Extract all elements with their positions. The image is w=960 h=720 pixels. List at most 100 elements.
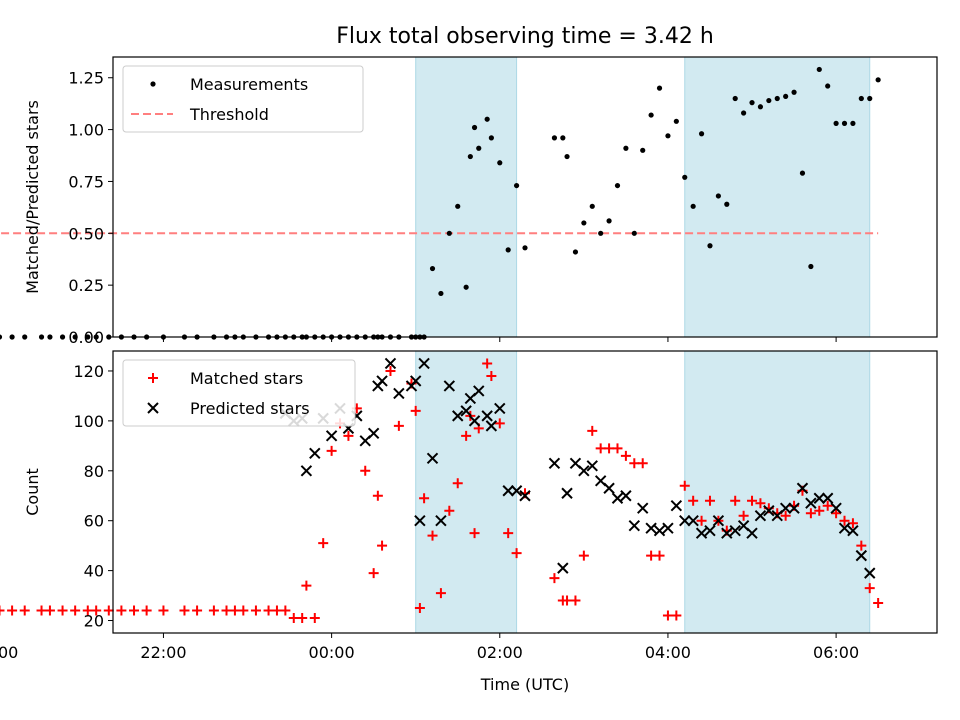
x-tick-label: 04:00 [645, 643, 691, 662]
data-point [485, 420, 498, 432]
data-point [9, 334, 15, 340]
data-point [572, 249, 579, 255]
data-point [82, 605, 93, 616]
data-point [732, 95, 738, 102]
top-plot-frame [112, 56, 938, 338]
x-tick-label: 02:00 [477, 643, 523, 662]
data-point [469, 528, 480, 539]
data-point [670, 500, 683, 512]
data-point [461, 430, 472, 441]
data-point [867, 95, 873, 102]
data-point [468, 415, 481, 427]
data-point [679, 514, 691, 527]
data-point [484, 116, 490, 122]
y-tick-label: 80 [84, 462, 104, 481]
data-point [44, 605, 55, 616]
bottom-plot-frame [112, 350, 938, 634]
data-point [72, 334, 78, 340]
legend-label: Threshold [189, 105, 269, 124]
data-point [179, 605, 190, 616]
data-point [749, 100, 755, 106]
data-point [774, 95, 780, 102]
data-point [368, 568, 379, 579]
y-tick-label: 1.00 [68, 121, 104, 140]
data-point [91, 605, 102, 616]
data-point [57, 605, 68, 616]
data-point [409, 375, 422, 387]
data-point [393, 420, 404, 431]
data-point [0, 334, 3, 340]
data-point [372, 490, 383, 501]
data-point [192, 605, 203, 616]
data-point [614, 182, 621, 189]
data-point [376, 375, 388, 387]
data-point [645, 522, 657, 534]
data-point [438, 290, 444, 297]
data-point [766, 97, 772, 104]
data-point [326, 445, 337, 456]
data-point [813, 492, 825, 504]
data-point [847, 518, 858, 529]
data-point [754, 510, 767, 522]
data-point [839, 515, 850, 526]
data-point [297, 613, 308, 624]
data-point [721, 527, 733, 539]
data-point [864, 583, 875, 594]
data-point [488, 135, 494, 141]
data-point [687, 514, 699, 527]
bottom-y-axis-label: Count [23, 468, 42, 516]
top-shaded-interval-0 [415, 56, 518, 338]
data-point [611, 492, 624, 504]
data-point [309, 613, 320, 624]
data-point [426, 452, 439, 465]
data-point [481, 410, 493, 422]
data-point [631, 230, 637, 236]
data-point [841, 120, 848, 126]
data-point [673, 118, 679, 124]
y-tick-label: 1.25 [68, 69, 104, 88]
data-point [103, 605, 114, 616]
data-point [581, 220, 587, 226]
data-point [503, 528, 514, 539]
data-point [875, 77, 881, 83]
data-point [679, 480, 690, 491]
data-point [603, 482, 615, 494]
data-point [414, 603, 425, 614]
data-point [560, 135, 566, 141]
data-point [783, 93, 789, 100]
data-point [93, 334, 99, 340]
data-point [838, 522, 851, 534]
data-point [238, 605, 249, 616]
data-point [343, 430, 354, 441]
data-point [587, 425, 598, 436]
chart-title: Flux total observing time = 3.42 h [336, 24, 714, 49]
legend-label: Measurements [190, 75, 308, 94]
data-point [629, 458, 640, 469]
data-point [522, 245, 528, 251]
data-point [595, 443, 606, 454]
data-point [85, 334, 91, 340]
data-point [830, 502, 842, 514]
data-point [505, 247, 511, 253]
data-point [858, 95, 864, 102]
data-point [410, 405, 421, 416]
data-point [557, 562, 569, 574]
data-point [747, 495, 758, 506]
data-point [654, 550, 665, 561]
data-point [873, 598, 884, 609]
data-point [497, 160, 503, 166]
data-point [805, 508, 816, 519]
data-point [612, 443, 623, 454]
y-tick-label: 0.50 [68, 224, 104, 243]
data-point [300, 465, 313, 477]
data-point [551, 135, 558, 141]
data-point [589, 203, 595, 209]
data-point [562, 595, 573, 606]
data-point [847, 524, 859, 537]
data-point [799, 170, 806, 176]
data-point [446, 230, 452, 236]
data-point [435, 514, 447, 527]
data-point [779, 502, 792, 514]
data-point [690, 203, 696, 209]
data-point [158, 605, 169, 616]
